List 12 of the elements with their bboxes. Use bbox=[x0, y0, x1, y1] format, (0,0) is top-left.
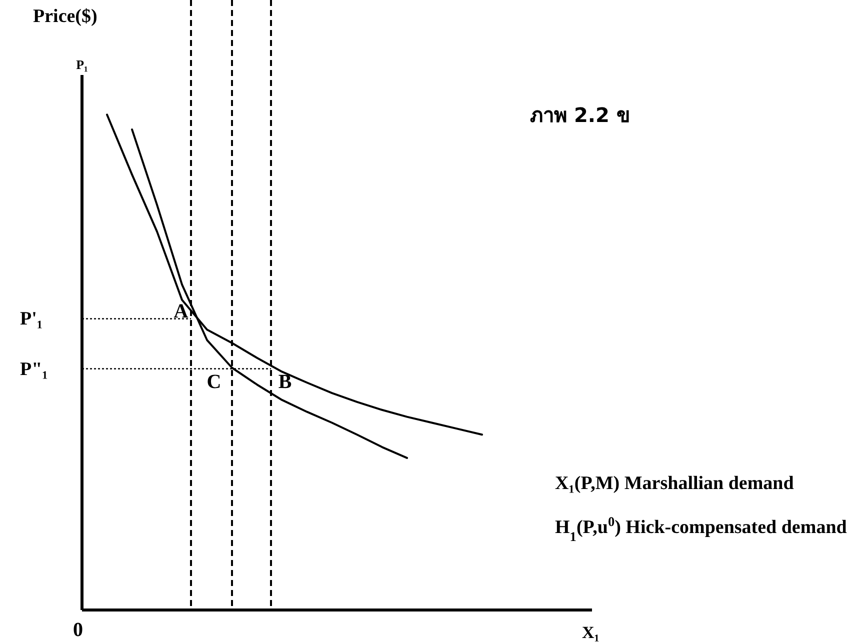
y-axis-title: Price($) bbox=[33, 6, 98, 27]
ref-line-label: P"₁ bbox=[20, 358, 48, 380]
text: X₁(P,M) Marshallian demand bbox=[555, 473, 794, 494]
annotation: A bbox=[174, 300, 189, 323]
ref-line-label: P'₁ bbox=[20, 308, 43, 330]
text: P₁ bbox=[76, 57, 88, 72]
x-axis-title: X₁ bbox=[582, 623, 600, 642]
chart-title: ภาพ 2.2 ข bbox=[530, 103, 630, 127]
text: H$_{1}$(P,u$^{0}$) Hick-compensated demand bbox=[555, 514, 848, 544]
annotation: C bbox=[206, 370, 222, 393]
annotation: B bbox=[278, 370, 292, 393]
text: 0 bbox=[73, 619, 83, 641]
